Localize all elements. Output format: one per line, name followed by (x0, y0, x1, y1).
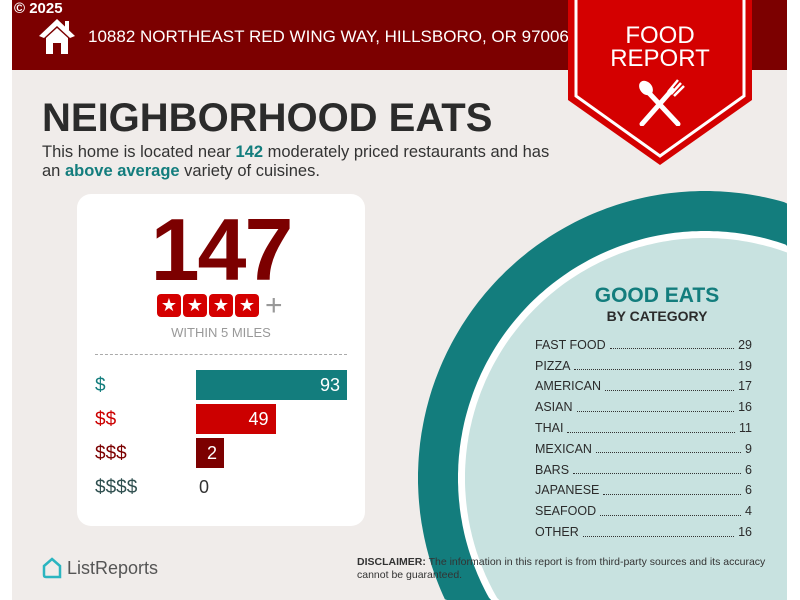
rating-plus: + (265, 289, 283, 322)
category-name: ASIAN (535, 400, 573, 415)
total-restaurants: 147 (150, 200, 294, 299)
star-icon: ★ (157, 294, 181, 317)
category-name: BARS (535, 462, 570, 477)
category-count: 19 (738, 358, 752, 373)
category-count: 9 (745, 441, 752, 456)
category-item: PIZZA 19 (535, 356, 752, 377)
category-name: SEAFOOD (535, 504, 597, 519)
price-row: $$ 49 (95, 404, 355, 434)
category-item: FAST FOOD 29 (535, 335, 752, 356)
category-item: THAI 11 (535, 418, 752, 439)
category-count: 6 (745, 483, 752, 498)
price-label: $$ (95, 409, 117, 430)
dot-leader (600, 508, 742, 516)
category-item: OTHER 16 (535, 522, 752, 543)
price-row: $93 (95, 370, 355, 400)
price-label: $$$$ (95, 477, 138, 498)
report-page: 10882 NORTHEAST RED WING WAY, HILLSBORO,… (12, 0, 787, 600)
variety-rating: above average (64, 162, 180, 180)
category-item: JAPANESE 6 (535, 481, 752, 502)
category-item: ASIAN 16 (535, 397, 752, 418)
listreports-logo-icon (42, 557, 62, 579)
summary-card: 147 ★ ★ ★ ★ + WITHIN 5 MILES $93 $$ 49 $$$ 2… (77, 194, 365, 526)
dot-leader (576, 404, 735, 412)
category-item: AMERICAN 17 (535, 377, 752, 398)
category-name: THAI (535, 421, 564, 436)
star-icon: ★ (235, 294, 259, 317)
category-count: 4 (745, 504, 752, 519)
price-row: $$$$ 0 (95, 472, 355, 502)
disclaimer: DISCLAIMER: The information in this repo… (357, 556, 767, 582)
dot-leader (603, 487, 742, 495)
summary-text: This home is located near 142 moderately… (42, 143, 562, 181)
dot-leader (573, 466, 742, 475)
price-bar: 93 (196, 370, 347, 400)
price-bar: 49 (196, 404, 276, 434)
category-item: MEXICAN 9 (535, 439, 752, 460)
price-label: $ (95, 375, 106, 396)
dot-leader (567, 425, 736, 433)
category-name: OTHER (535, 525, 579, 540)
page-title: NEIGHBORHOOD EATS (42, 96, 493, 140)
category-count: 11 (739, 421, 752, 436)
category-name: MEXICAN (535, 441, 592, 456)
category-count: 6 (745, 462, 752, 477)
dot-leader (604, 383, 735, 391)
category-list: FAST FOOD 29 PIZZA 19 AMERICAN 17 ASIAN 16 THAI 1… (535, 335, 752, 543)
summary-post: variety of cuisines. (179, 162, 320, 180)
dot-leader (595, 445, 742, 454)
category-name: FAST FOOD (535, 337, 606, 352)
badge-line-2: REPORT (610, 45, 710, 72)
good-eats-title: GOOD EATS (594, 284, 720, 307)
divider (95, 354, 347, 355)
category-item: BARS 6 (535, 460, 752, 481)
summary-mid: moderately priced restaurants and has an (42, 143, 550, 180)
price-bar: 2 (196, 438, 224, 468)
price-row: $$$ 2 (95, 438, 355, 468)
category-name: JAPANESE (535, 483, 600, 498)
star-icon: ★ (183, 294, 207, 317)
disclaimer-text: The information in this report is from t… (357, 556, 766, 581)
restaurant-count: 142 (235, 143, 264, 161)
summary-pre: This home is located near (42, 143, 236, 161)
star-icon: ★ (209, 294, 233, 317)
disclaimer-label: DISCLAIMER: (357, 556, 426, 568)
category-count: 16 (738, 400, 752, 415)
category-name: PIZZA (535, 358, 571, 373)
dot-leader (582, 529, 735, 537)
category-count: 17 (738, 379, 752, 394)
food-report-badge (568, 0, 752, 165)
home-icon (39, 19, 75, 54)
copyright: © 2025 (14, 0, 63, 17)
logo-text: ListReports (67, 558, 159, 578)
price-value: 0 (199, 477, 210, 497)
dot-leader (609, 341, 735, 350)
category-name: AMERICAN (535, 379, 601, 394)
fork-spoon-icon (639, 79, 685, 126)
circle-inner (465, 238, 787, 600)
star-rating: ★ ★ ★ ★ + (157, 289, 283, 322)
category-count: 29 (738, 337, 752, 352)
badge-line-1: FOOD (625, 22, 695, 49)
category-item: SEAFOOD 4 (535, 501, 752, 522)
category-count: 16 (738, 525, 752, 540)
good-eats-circle (418, 191, 787, 600)
price-label: $$$ (95, 443, 127, 464)
address: 10882 NORTHEAST RED WING WAY, HILLSBORO,… (88, 27, 569, 46)
good-eats-subtitle: BY CATEGORY (606, 308, 708, 324)
within-distance: WITHIN 5 MILES (171, 325, 271, 340)
dot-leader (574, 362, 735, 371)
badge-title: FOOD REPORT (568, 22, 752, 72)
listreports-logo: ListReports (42, 557, 158, 579)
